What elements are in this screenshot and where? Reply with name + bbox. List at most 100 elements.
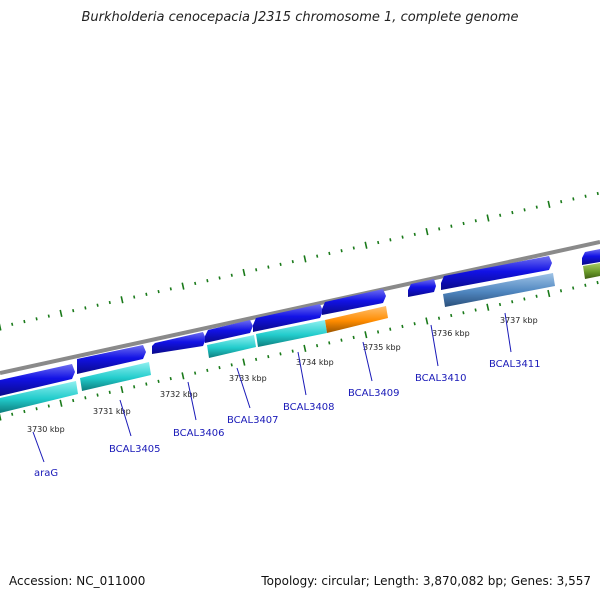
scale-tick [364,331,368,339]
scale-tick [413,322,416,326]
gene-label[interactable]: BCAL3405 [109,444,161,455]
cds-bcal3405[interactable] [80,362,151,391]
genome-summary: Topology: circular; Length: 3,870,082 bp… [261,574,591,588]
gene-arrow-bcal3405[interactable] [77,345,146,374]
scale-tick [108,390,111,394]
gene-label[interactable]: BCAL3407 [227,415,279,426]
scale-tick [0,323,2,331]
gene-arrow-bcal3406[interactable] [152,332,206,354]
scale-tick [230,363,233,367]
scale-tick [206,368,209,372]
scale-tick [523,208,526,212]
scale-tick-label: 3731 kbp [93,407,131,416]
cds-arag[interactable] [0,381,78,413]
scale-tick [572,286,575,290]
gene-arrow-next[interactable] [582,249,600,265]
scale-tick [474,219,477,223]
scale-tick [291,259,294,264]
scale-tick [133,295,136,299]
scale-tick [194,371,197,375]
scale-tick [279,352,282,356]
gene-leader-line [430,324,439,367]
cds-bcal3407[interactable] [207,335,256,358]
gene-label[interactable]: araG [34,468,58,479]
scale-tick [315,344,319,348]
scale-tick [303,344,307,352]
gene-leader-line [362,341,373,382]
scale-tick [59,309,63,317]
scale-tick [254,357,258,362]
scale-tick [559,289,563,293]
cds-bcal3409[interactable] [325,306,388,333]
scale-tick [72,398,75,403]
gene-arrow-bcal3408[interactable] [253,304,323,332]
scale-tick [47,404,50,408]
scale-tick [11,322,14,326]
scale-tick [218,276,221,280]
scale-tick [437,316,441,320]
scale-tick [584,194,587,198]
scale-tick [169,287,172,291]
scale-tick [499,213,502,217]
scale-tick [474,308,477,312]
scale-tick [425,228,429,236]
scale-tick [242,358,246,366]
map-title: Burkholderia cenocepacia J2315 chromosom… [81,10,519,25]
sequence-backbone [0,240,600,375]
gene-leader-line [119,399,132,437]
cds-bcal3408[interactable] [256,320,327,347]
scale-tick [181,282,185,290]
scale-tick-label: 3733 kbp [229,374,267,383]
scale-tick-label: 3734 kbp [296,358,334,367]
scale-tick [72,309,75,313]
scale-tick [352,246,355,250]
scale-tick [328,251,331,256]
scale-tick [23,409,26,414]
scale-tick [401,324,404,329]
gene-arrow-bcal3410[interactable] [408,279,436,297]
gene-arrow-bcal3411[interactable] [441,256,552,290]
gene-features [0,249,600,413]
scale-tick [59,399,63,407]
gene-label[interactable]: BCAL3409 [348,388,400,399]
gene-arrow-arag[interactable] [0,364,75,396]
cds-next[interactable] [583,263,600,279]
scale-tick [401,235,404,239]
scale-tick [169,376,172,381]
cds-bcal3411[interactable] [443,273,555,307]
scale-tick [425,317,429,325]
gene-label[interactable]: BCAL3410 [415,373,467,384]
gene-label[interactable]: BCAL3411 [489,359,541,370]
scale-tick [413,232,416,237]
scale-tick [450,224,453,228]
gene-label[interactable]: BCAL3406 [173,428,225,439]
gene-label[interactable]: BCAL3408 [283,402,335,413]
scale-tick [194,281,197,286]
scale-tick [145,382,148,386]
scale-tick [438,227,441,231]
scale-tick [352,335,355,340]
scale-tick [291,349,294,353]
gene-arrow-bcal3407[interactable] [205,320,253,343]
scale-tick [120,385,124,394]
scale-tick [242,268,246,277]
scale-tick [389,238,392,242]
scale-tick [218,365,221,370]
scale-tick [120,296,124,304]
scale-tick [23,319,26,324]
scale-tick [377,240,380,245]
gene-arrow-bcal3409[interactable] [322,289,386,315]
scale-tick [572,197,575,201]
scale-tick [157,379,160,383]
scale-tick [35,407,38,411]
scale-tick [145,292,148,296]
scale-tick-label: 3732 kbp [160,390,198,399]
scale-tick [35,317,38,321]
scale-tick [108,300,111,305]
scale-tick [206,279,209,283]
scale-tick [133,385,136,389]
scale-tick [340,338,343,342]
scale-tick [498,302,502,307]
